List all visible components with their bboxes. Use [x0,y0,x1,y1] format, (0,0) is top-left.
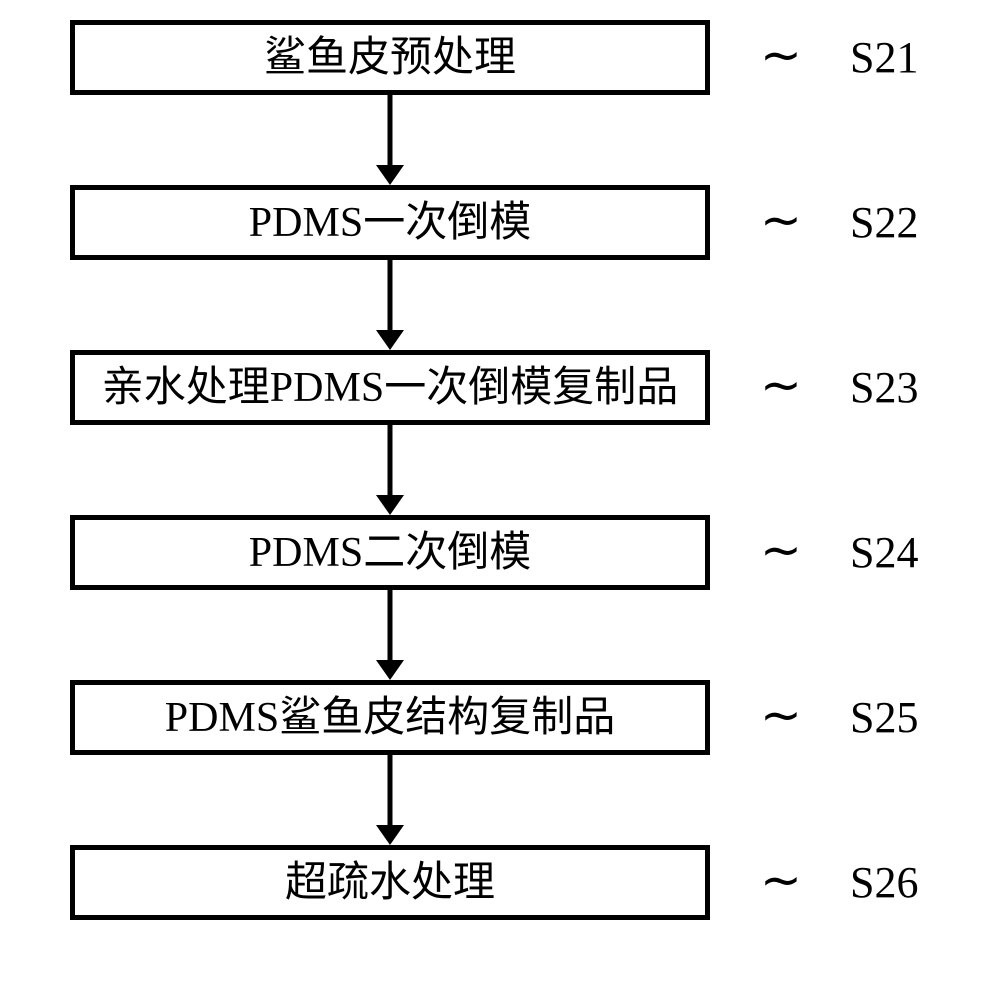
step-box-5: PDMS鲨鱼皮结构复制品 [70,680,710,755]
tilde-icon: ∼ [760,195,802,245]
arrow-down [374,590,406,680]
step-text-5: PDMS鲨鱼皮结构复制品 [165,697,615,739]
step-text-3: 亲水处理PDMS一次倒模复制品 [102,367,678,409]
tilde-icon: ∼ [760,360,802,410]
step-box-1: 鲨鱼皮预处理 [70,20,710,95]
tilde-icon: ∼ [760,855,802,905]
step-box-2: PDMS一次倒模 [70,185,710,260]
tilde-icon: ∼ [760,525,802,575]
step-box-4: PDMS二次倒模 [70,515,710,590]
step-label-2: S22 [850,201,918,245]
step-text-2: PDMS一次倒模 [249,202,531,244]
step-label-6: S26 [850,861,918,905]
tilde-icon: ∼ [760,30,802,80]
step-box-3: 亲水处理PDMS一次倒模复制品 [70,350,710,425]
arrow-down [374,755,406,845]
step-label-1: S21 [850,36,918,80]
flowchart-canvas: 鲨鱼皮预处理 ∼ S21 PDMS一次倒模 ∼ S22 亲水处理PDMS一次倒模复制品 ∼ S2… [0,0,1000,989]
step-box-6: 超疏水处理 [70,845,710,920]
step-label-4: S24 [850,531,918,575]
step-text-6: 超疏水处理 [285,862,495,904]
arrow-down [374,95,406,185]
step-text-1: 鲨鱼皮预处理 [264,37,516,79]
step-label-3: S23 [850,366,918,410]
step-label-5: S25 [850,696,918,740]
step-text-4: PDMS二次倒模 [249,532,531,574]
arrow-down [374,425,406,515]
tilde-icon: ∼ [760,690,802,740]
arrow-down [374,260,406,350]
